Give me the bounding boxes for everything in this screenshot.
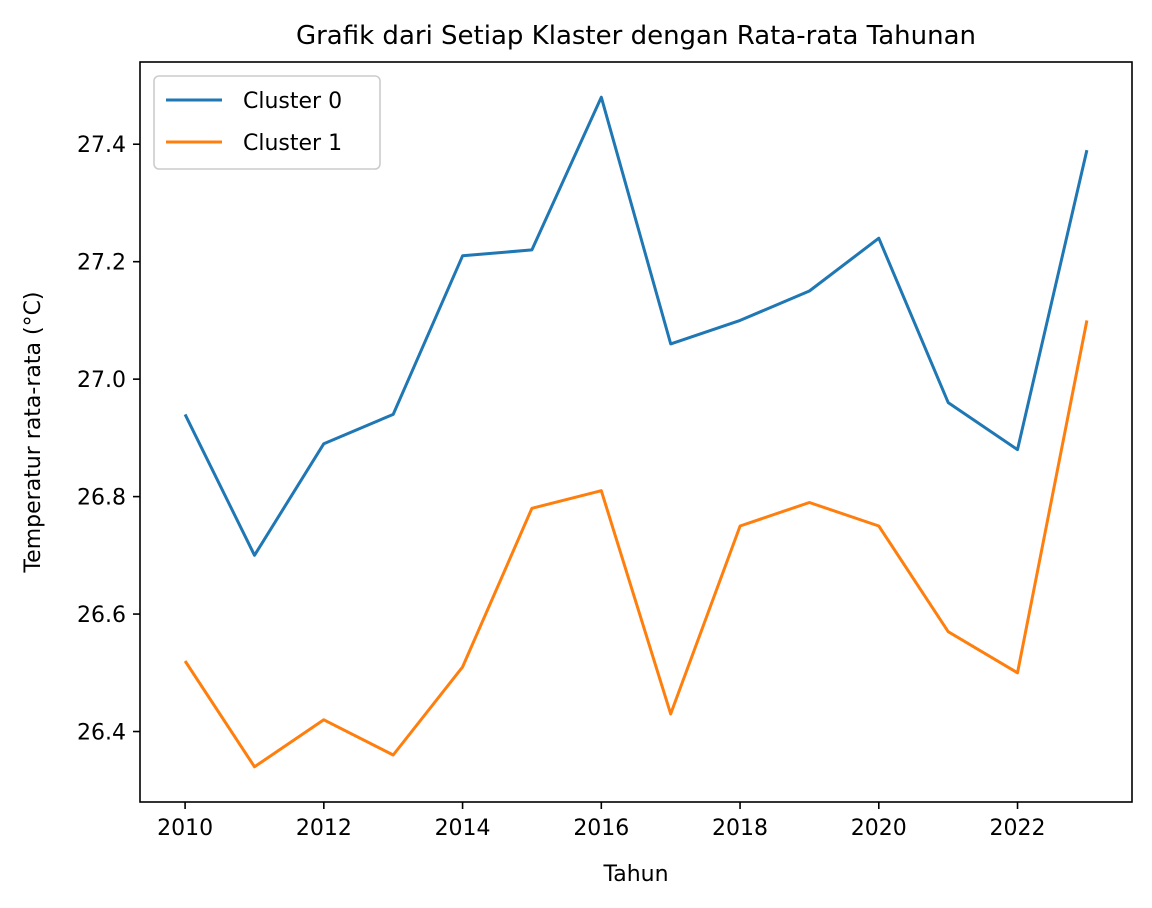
series-line-cluster-0 bbox=[183, 95, 1089, 557]
y-tick-label: 26.4 bbox=[77, 721, 126, 746]
x-tick-label: 2022 bbox=[990, 816, 1046, 841]
x-tick-label: 2012 bbox=[296, 816, 352, 841]
y-tick-label: 27.0 bbox=[77, 368, 126, 393]
y-tick-label: 26.8 bbox=[77, 486, 126, 511]
x-tick-label: 2010 bbox=[157, 816, 213, 841]
series-line-cluster-1 bbox=[183, 320, 1089, 769]
x-tick-label: 2016 bbox=[573, 816, 629, 841]
x-axis-title: Tahun bbox=[602, 862, 668, 887]
x-tick-label: 2014 bbox=[435, 816, 491, 841]
chart-title: Grafik dari Setiap Klaster dengan Rata-r… bbox=[296, 21, 976, 51]
x-tick-label: 2020 bbox=[851, 816, 907, 841]
y-tick-label: 26.6 bbox=[77, 603, 126, 628]
axes: 2010 2012 2014 2016 2018 2020 2022 26.4 26.6 26.8… bbox=[77, 61, 1133, 841]
legend-label-cluster-0: Cluster 0 bbox=[243, 89, 342, 114]
y-axis-title: Temperatur rata-rata (°C) bbox=[21, 291, 46, 573]
plot-area bbox=[183, 95, 1089, 769]
y-tick-label: 27.2 bbox=[77, 251, 126, 276]
plot-frame bbox=[139, 61, 1133, 803]
x-tick-label: 2018 bbox=[712, 816, 768, 841]
legend: Cluster 0 Cluster 1 bbox=[153, 75, 381, 170]
y-tick-label: 27.4 bbox=[77, 133, 126, 158]
legend-label-cluster-1: Cluster 1 bbox=[243, 131, 342, 156]
